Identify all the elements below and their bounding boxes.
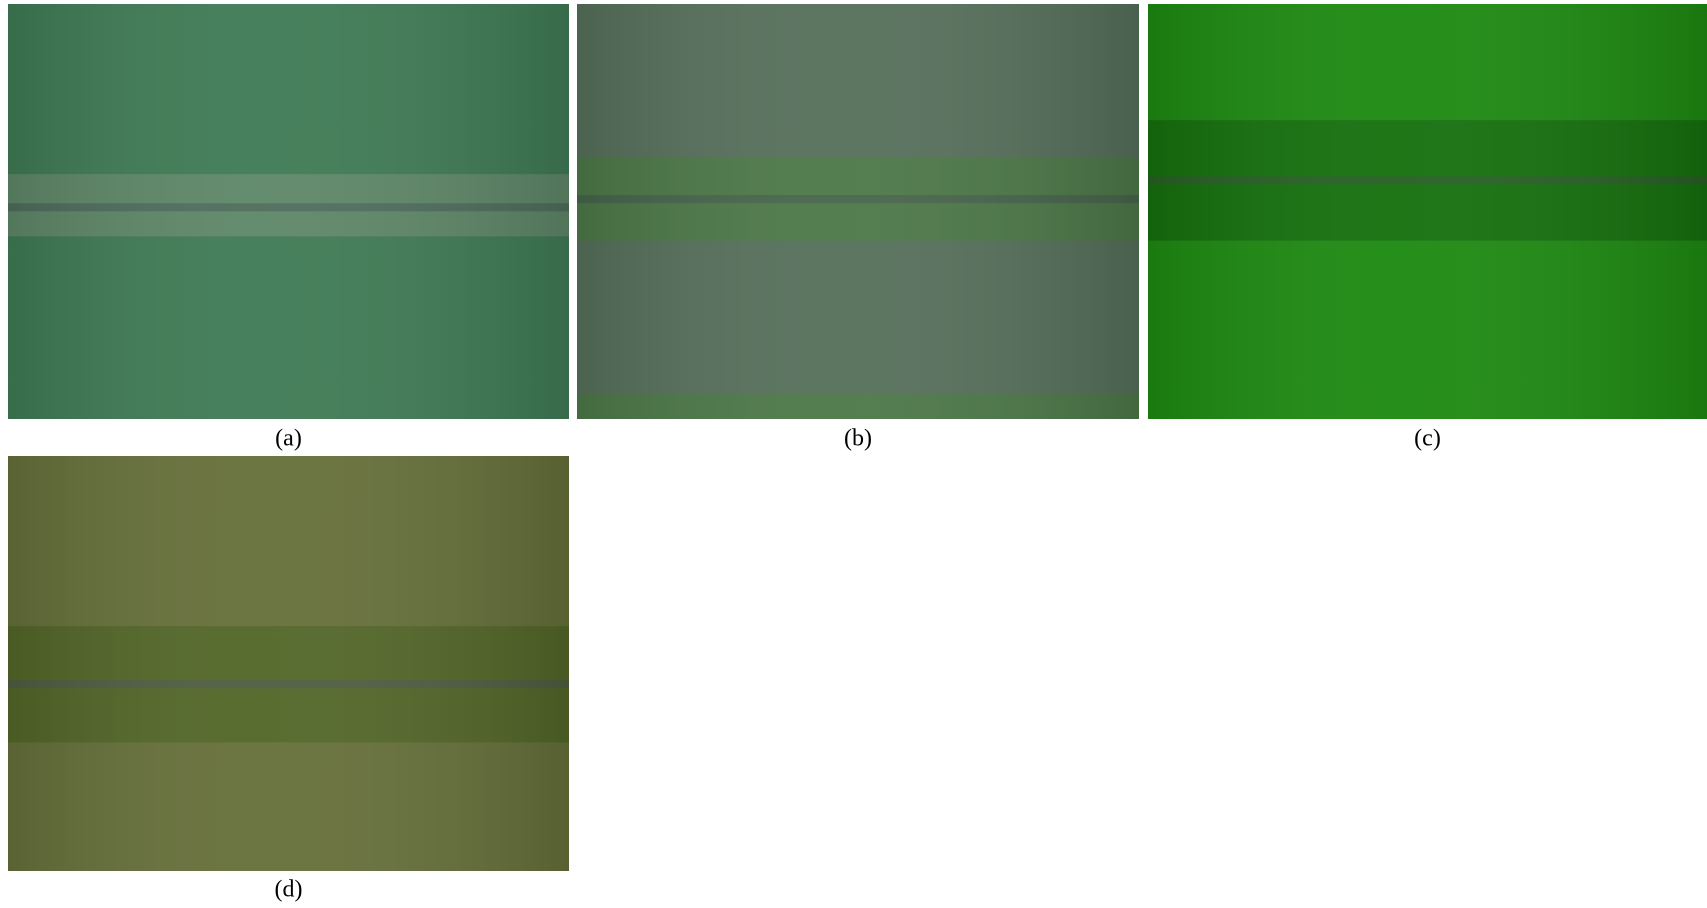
vignette (577, 4, 1139, 419)
panel-label: (a) (275, 426, 302, 452)
vignette (1148, 4, 1707, 419)
panel-label: (d) (275, 877, 303, 903)
micrograph (8, 4, 569, 419)
micrograph (8, 456, 569, 871)
panel-label: (c) (1414, 426, 1441, 452)
vignette (8, 456, 569, 871)
figure: (a) (b) (c) (d) (0, 0, 1707, 908)
panel-label: (b) (844, 426, 872, 452)
vignette (8, 4, 569, 419)
micrograph (1148, 4, 1707, 419)
micrograph (577, 4, 1139, 419)
